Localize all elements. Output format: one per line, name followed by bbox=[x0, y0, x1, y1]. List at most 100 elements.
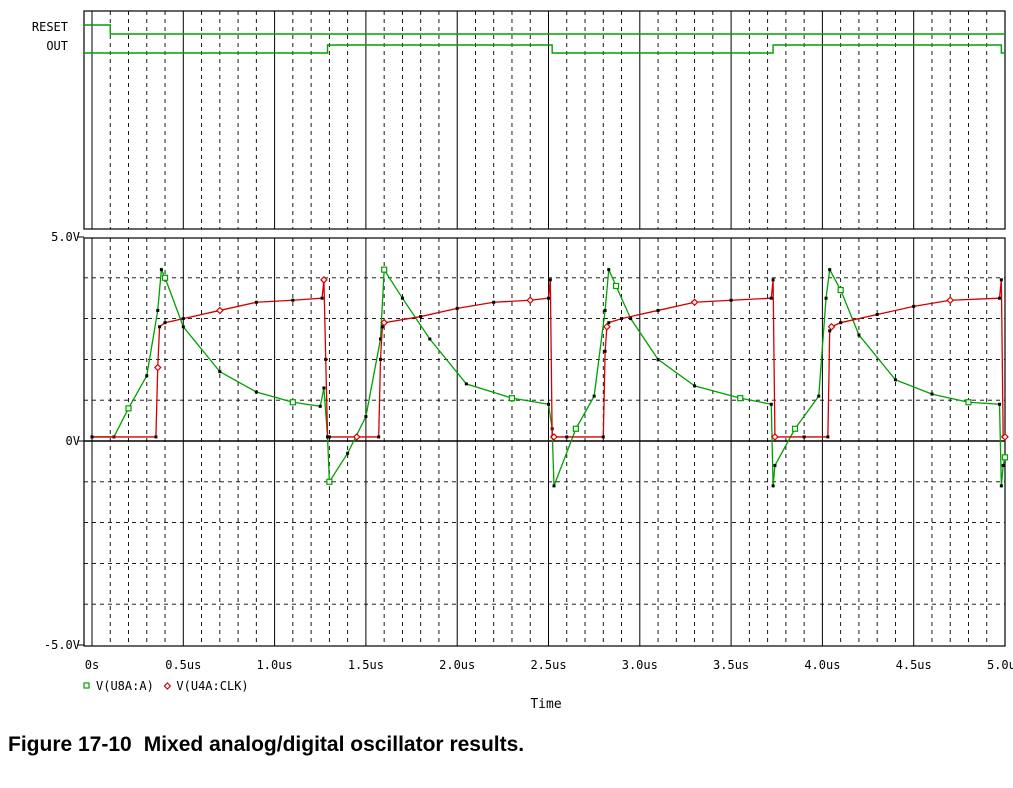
simulation-point bbox=[607, 321, 611, 325]
series-u4a-clk-marker bbox=[603, 322, 611, 331]
simulation-point bbox=[656, 357, 660, 361]
simulation-point bbox=[547, 296, 550, 300]
simulation-point bbox=[159, 268, 163, 272]
analog-waveform-panel: 5.0V 0V -5.0V 0s 0.5us 1.0us 1.5us 2.0us 2.5us 3.… bbox=[44, 230, 1013, 672]
simulation-point bbox=[857, 333, 861, 337]
simulation-point bbox=[601, 435, 605, 439]
simulation-point bbox=[379, 357, 383, 361]
x-tick-label: 1.0us bbox=[257, 658, 293, 672]
simulation-point bbox=[327, 435, 331, 439]
series-u4a-clk-marker bbox=[690, 298, 699, 307]
simulation-point bbox=[592, 394, 596, 398]
simulation-point bbox=[999, 484, 1003, 488]
series-u8a-a-marker bbox=[508, 395, 516, 402]
series-u8a-a-marker bbox=[791, 425, 799, 432]
x-tick-label: 3.5us bbox=[713, 658, 749, 672]
simulation-point bbox=[158, 325, 162, 329]
simulation-point bbox=[419, 315, 423, 319]
simulation-point bbox=[254, 300, 258, 304]
digital-signal-trace bbox=[84, 24, 1005, 35]
series-u4a-clk-marker bbox=[827, 322, 836, 331]
simulation-point bbox=[729, 298, 733, 302]
simulation-point bbox=[346, 451, 350, 455]
series-u4a-clk-marker bbox=[550, 433, 558, 441]
series-u4a-clk-marker bbox=[320, 275, 328, 284]
series-u4a-clk-marker bbox=[526, 296, 535, 305]
series-u8a-a-marker bbox=[965, 399, 972, 406]
simulation-point bbox=[218, 370, 222, 374]
series-u8a-a-marker bbox=[837, 286, 844, 294]
simulation-point bbox=[464, 382, 468, 386]
simulation-point bbox=[428, 337, 432, 341]
series-u8a-a-marker bbox=[737, 395, 744, 402]
simulation-point bbox=[771, 278, 775, 282]
simulation-point bbox=[324, 357, 328, 361]
simulation-point bbox=[893, 378, 897, 382]
series-u4a-clk-marker bbox=[153, 363, 162, 372]
simulation-point bbox=[1001, 463, 1005, 467]
series-u4a-clk-marker bbox=[946, 296, 955, 305]
simulation-point bbox=[998, 296, 1002, 300]
simulation-point bbox=[629, 317, 633, 321]
simulation-point bbox=[773, 463, 777, 467]
y-tick-label: 5.0V bbox=[51, 230, 80, 244]
simulation-point bbox=[565, 435, 569, 439]
simulation-point bbox=[400, 296, 404, 300]
x-tick-label: 4.0us bbox=[804, 658, 840, 672]
simulation-point bbox=[824, 296, 828, 300]
simulation-point bbox=[802, 435, 806, 439]
simulation-point bbox=[547, 402, 550, 406]
digital-signal-label: OUT bbox=[46, 39, 68, 53]
simulation-point bbox=[817, 394, 821, 398]
simulation-point bbox=[90, 435, 94, 439]
x-tick-label: 4.5us bbox=[896, 658, 932, 672]
simulation-point bbox=[693, 384, 697, 388]
x-tick-label: 0s bbox=[85, 658, 99, 672]
series-u8a-a-marker bbox=[572, 425, 579, 432]
simulation-point bbox=[656, 308, 660, 312]
series-u4a-clk-marker bbox=[1001, 433, 1009, 441]
simulation-point bbox=[154, 435, 158, 439]
legend: V(U8A:A) V(U4A:CLK) bbox=[83, 679, 249, 693]
simulation-point bbox=[322, 386, 326, 390]
series-u8a-a-marker bbox=[125, 405, 132, 412]
series-u4a-clk-marker bbox=[771, 433, 779, 441]
series-u8a-a-marker bbox=[381, 266, 388, 273]
y-tick-label: 0V bbox=[66, 434, 80, 448]
simulation-point bbox=[145, 374, 149, 378]
simulation-point bbox=[826, 435, 830, 439]
series-u4a-clk-marker bbox=[215, 306, 224, 315]
digital-signal-label: RESET bbox=[32, 20, 68, 34]
simulation-point bbox=[930, 392, 934, 396]
figure-caption: Figure 17-10 Mixed analog/digital oscilla… bbox=[8, 733, 524, 757]
x-tick-label: 1.5us bbox=[348, 658, 384, 672]
simulation-point bbox=[998, 402, 1002, 406]
series-u4a-clk-marker bbox=[380, 318, 389, 327]
series-u8a-a-marker bbox=[1001, 454, 1009, 461]
simulation-point bbox=[769, 402, 773, 406]
series-u8a-a-marker bbox=[289, 399, 296, 406]
simulation-point bbox=[620, 317, 624, 321]
simulation-point bbox=[377, 435, 381, 439]
series-u8a-a-marker bbox=[326, 478, 333, 485]
simulation-point bbox=[320, 296, 324, 300]
x-tick-label: 3.0us bbox=[622, 658, 658, 672]
x-axis-label: Time bbox=[530, 697, 561, 712]
simulation-point bbox=[828, 329, 832, 333]
series-u8a-a-marker bbox=[161, 274, 169, 281]
x-tick-label: 2.0us bbox=[439, 658, 475, 672]
figure-caption-text: Mixed analog/digital oscillator results. bbox=[143, 733, 525, 756]
legend-diamond-marker bbox=[163, 682, 172, 690]
simulation-point bbox=[603, 349, 607, 353]
simulation-point bbox=[912, 304, 916, 308]
simulation-point bbox=[875, 313, 879, 317]
digital-signal-trace bbox=[84, 44, 1005, 54]
simulation-point bbox=[181, 317, 185, 321]
simulation-point bbox=[552, 484, 556, 488]
legend-entry-label: V(U8A:A) bbox=[96, 679, 154, 693]
simulation-point bbox=[291, 298, 295, 302]
simulation-point bbox=[181, 325, 185, 329]
simulation-point bbox=[607, 268, 611, 272]
figure-number: Figure 17-10 bbox=[8, 733, 132, 756]
simulation-point bbox=[364, 415, 368, 419]
